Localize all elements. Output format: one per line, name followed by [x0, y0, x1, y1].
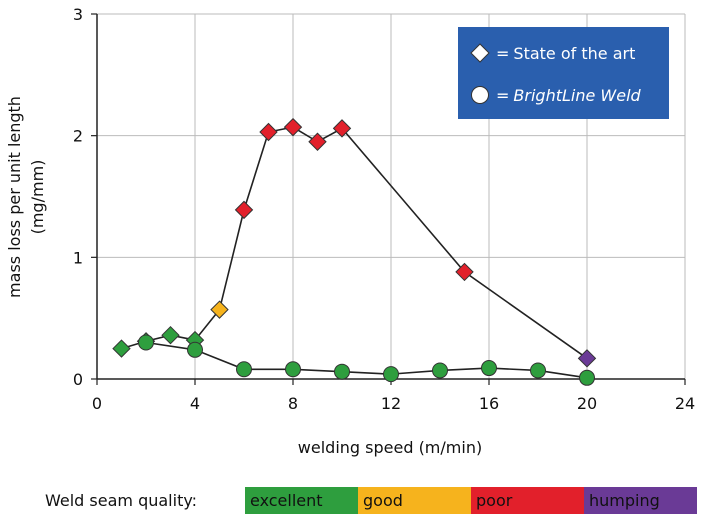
legend-label-brightline-weld: BrightLine Weld	[513, 85, 641, 105]
circle-icon	[470, 85, 490, 105]
legend-item-brightline-weld: = BrightLine Weld	[470, 83, 641, 107]
x-tick-label: 4	[190, 394, 200, 413]
x-tick-label: 12	[381, 394, 401, 413]
data-point-state-of-the-art	[259, 122, 278, 142]
data-point-brightline-weld	[187, 341, 203, 358]
legend-equals: =	[496, 85, 510, 105]
data-point-brightline-weld	[432, 362, 448, 379]
weld-quality-bar: Weld seam quality: excellent good poor h…	[0, 487, 704, 515]
quality-segment-good: good	[358, 487, 471, 514]
y-tick-label: 2	[73, 127, 83, 146]
x-axis-title: welding speed (m/min)	[298, 438, 482, 457]
x-tick-label: 8	[288, 394, 298, 413]
quality-segment-humping: humping	[584, 487, 697, 514]
y-axis-title-line2: (mg/mm)	[28, 160, 47, 235]
x-tick-label: 0	[92, 394, 102, 413]
data-point-state-of-the-art	[234, 200, 254, 220]
data-point-state-of-the-art	[577, 349, 597, 368]
legend-label-state-of-the-art: State of the art	[513, 43, 636, 63]
x-tick-label: 24	[675, 394, 695, 413]
series-line-state-of-the-art	[121, 126, 588, 359]
grid	[97, 13, 686, 379]
data-point-state-of-the-art	[283, 117, 303, 137]
data-point-state-of-the-art	[210, 300, 229, 319]
data-point-state-of-the-art	[161, 325, 180, 345]
y-tick-label: 0	[73, 370, 83, 389]
data-point-brightline-weld	[579, 369, 595, 386]
data-point-brightline-weld	[383, 366, 399, 383]
diamond-icon	[470, 43, 490, 63]
legend: = State of the art = BrightLine Weld	[458, 27, 669, 119]
data-point-brightline-weld	[285, 361, 301, 378]
quality-segment-excellent: excellent	[245, 487, 358, 514]
legend-item-state-of-the-art: = State of the art	[470, 41, 635, 65]
series-line-brightline-weld	[145, 341, 588, 379]
x-tick-label: 20	[577, 394, 597, 413]
y-tick-label: 1	[73, 248, 83, 267]
x-tick-label: 16	[479, 394, 499, 413]
quality-segment-poor: poor	[471, 487, 584, 514]
data-point-state-of-the-art	[455, 262, 474, 282]
y-tick-label: 3	[73, 5, 83, 24]
series-markers	[112, 117, 597, 386]
data-point-brightline-weld	[481, 360, 497, 377]
data-point-brightline-weld	[530, 362, 546, 379]
data-point-brightline-weld	[138, 334, 154, 351]
legend-equals: =	[496, 43, 510, 63]
data-point-brightline-weld	[236, 361, 252, 378]
weld-quality-label: Weld seam quality:	[45, 491, 198, 510]
data-point-brightline-weld	[334, 363, 350, 380]
data-point-state-of-the-art	[332, 119, 352, 138]
y-axis-title-line1: mass loss per unit length	[5, 96, 24, 298]
data-point-state-of-the-art	[308, 132, 327, 151]
data-point-state-of-the-art	[112, 339, 131, 358]
